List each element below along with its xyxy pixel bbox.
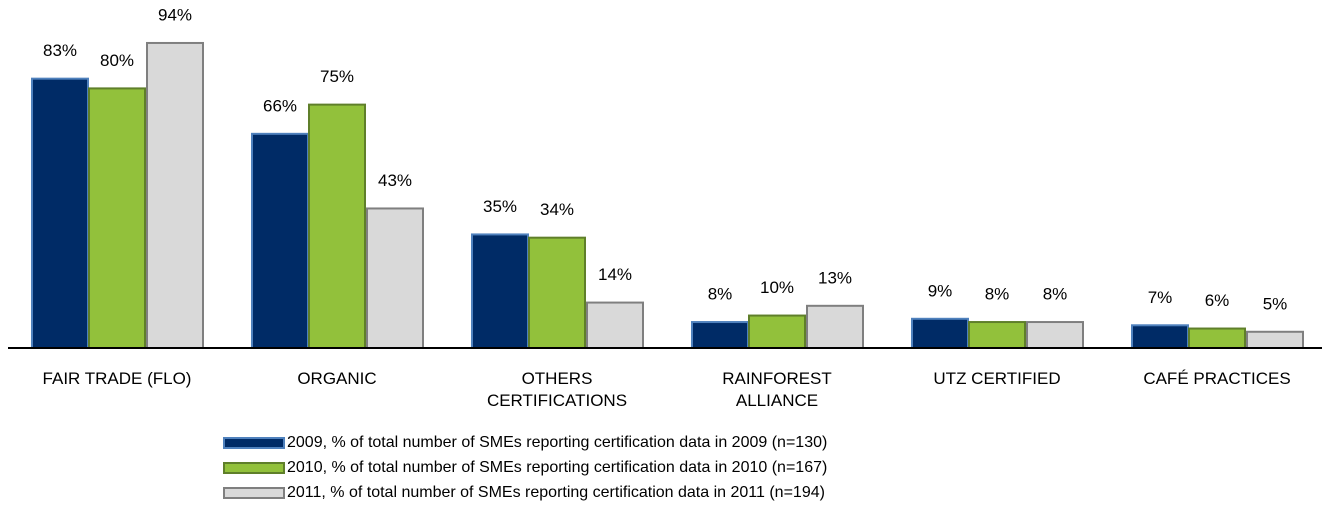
bar xyxy=(911,317,969,350)
legend-label: 2010, % of total number of SMEs reportin… xyxy=(287,459,827,476)
bar xyxy=(691,321,749,350)
bar xyxy=(806,304,864,350)
bar xyxy=(308,103,366,349)
x-tick-label: ORGANIC xyxy=(297,369,377,388)
data-label: 75% xyxy=(320,67,354,86)
legend-swatch xyxy=(223,462,285,474)
data-label: 5% xyxy=(1263,294,1288,313)
bar xyxy=(968,321,1026,350)
bar xyxy=(88,87,146,350)
bar xyxy=(1188,327,1246,349)
data-label: 14% xyxy=(598,265,632,284)
data-label: 35% xyxy=(483,197,517,216)
legend-swatch xyxy=(223,487,285,499)
data-label: 80% xyxy=(100,51,134,70)
data-label: 94% xyxy=(158,5,192,24)
x-tick-label: OTHERS CERTIFICATIONS xyxy=(486,369,628,410)
data-label: 10% xyxy=(760,278,794,297)
legend-label: 2009, % of total number of SMEs reportin… xyxy=(287,434,827,451)
data-label: 34% xyxy=(540,200,574,219)
bar xyxy=(586,301,644,350)
data-label: 8% xyxy=(708,285,733,304)
data-label: 7% xyxy=(1148,288,1173,307)
data-label: 9% xyxy=(928,281,953,300)
bar xyxy=(748,314,806,349)
bar xyxy=(31,77,89,349)
bar xyxy=(1131,324,1189,350)
bar xyxy=(366,207,424,349)
x-tick-label: RAINFOREST ALLIANCE xyxy=(722,369,832,410)
data-label: 83% xyxy=(43,41,77,60)
x-tick-label: FAIR TRADE (FLO) xyxy=(42,369,192,388)
data-label: 66% xyxy=(263,96,297,115)
data-label: 13% xyxy=(818,268,852,287)
legend-label: 2011, % of total number of SMEs reportin… xyxy=(287,484,825,501)
data-label: 6% xyxy=(1205,291,1230,310)
bar xyxy=(251,132,309,349)
bar xyxy=(146,41,204,349)
bar xyxy=(528,236,586,349)
data-label: 8% xyxy=(1043,285,1068,304)
bar xyxy=(1246,330,1304,349)
legend-swatch xyxy=(223,437,285,449)
data-label: 43% xyxy=(378,171,412,190)
data-label: 8% xyxy=(985,285,1010,304)
bar xyxy=(1026,321,1084,350)
x-tick-label: CAFÉ PRACTICES xyxy=(1143,369,1291,388)
bar xyxy=(471,233,529,349)
x-tick-label: UTZ CERTIFIED xyxy=(933,369,1061,388)
